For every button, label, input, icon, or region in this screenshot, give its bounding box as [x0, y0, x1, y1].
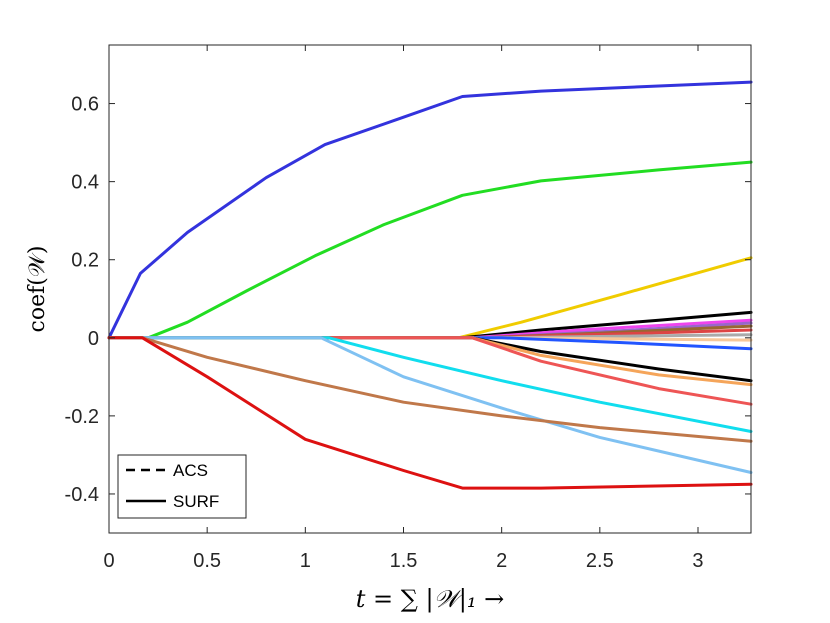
y-tick-label: 0.4 — [71, 172, 99, 194]
legend-label-acs: ACS — [173, 461, 208, 480]
x-tick-label: 2.5 — [586, 550, 614, 572]
y-tick-label: -0.2 — [65, 406, 99, 428]
series-line-16 — [107, 336, 753, 474]
y-tick-label: 0 — [88, 328, 99, 350]
y-axis-title: coef(𝒲) — [25, 246, 50, 333]
series-line-2 — [107, 160, 753, 340]
series-line-1 — [107, 80, 753, 340]
x-tick-label: 2 — [496, 550, 507, 572]
x-tick-label: 1.5 — [390, 550, 418, 572]
legend-label-surf: SURF — [173, 492, 219, 511]
y-tick-label: 0.6 — [71, 94, 99, 116]
y-axis-title-text: coef(𝒲) — [25, 246, 50, 333]
y-tick-label: 0.2 — [71, 250, 99, 272]
series-line-18 — [107, 336, 753, 490]
legend-box — [117, 454, 247, 519]
x-tick-label: 1 — [300, 550, 311, 572]
legend: ACS SURF — [117, 454, 247, 519]
tick-layer: 0 0.5 1 1.5 2 2.5 3 -0.4 -0.2 0 0.2 0.4 0.6 — [65, 45, 751, 572]
x-tick-label: 0 — [103, 550, 114, 572]
series-line-14 — [107, 336, 753, 406]
plot-frame — [108, 44, 752, 534]
x-axis-title: t = ∑ |𝒲|₁ → — [356, 585, 504, 614]
y-tick-label: -0.4 — [65, 484, 99, 506]
x-tick-label: 3 — [692, 550, 703, 572]
x-axis-title-text: t = ∑ |𝒲|₁ → — [356, 585, 504, 614]
series-line-17 — [107, 336, 753, 443]
series-layer — [107, 80, 753, 490]
x-tick-label: 0.5 — [193, 550, 221, 572]
